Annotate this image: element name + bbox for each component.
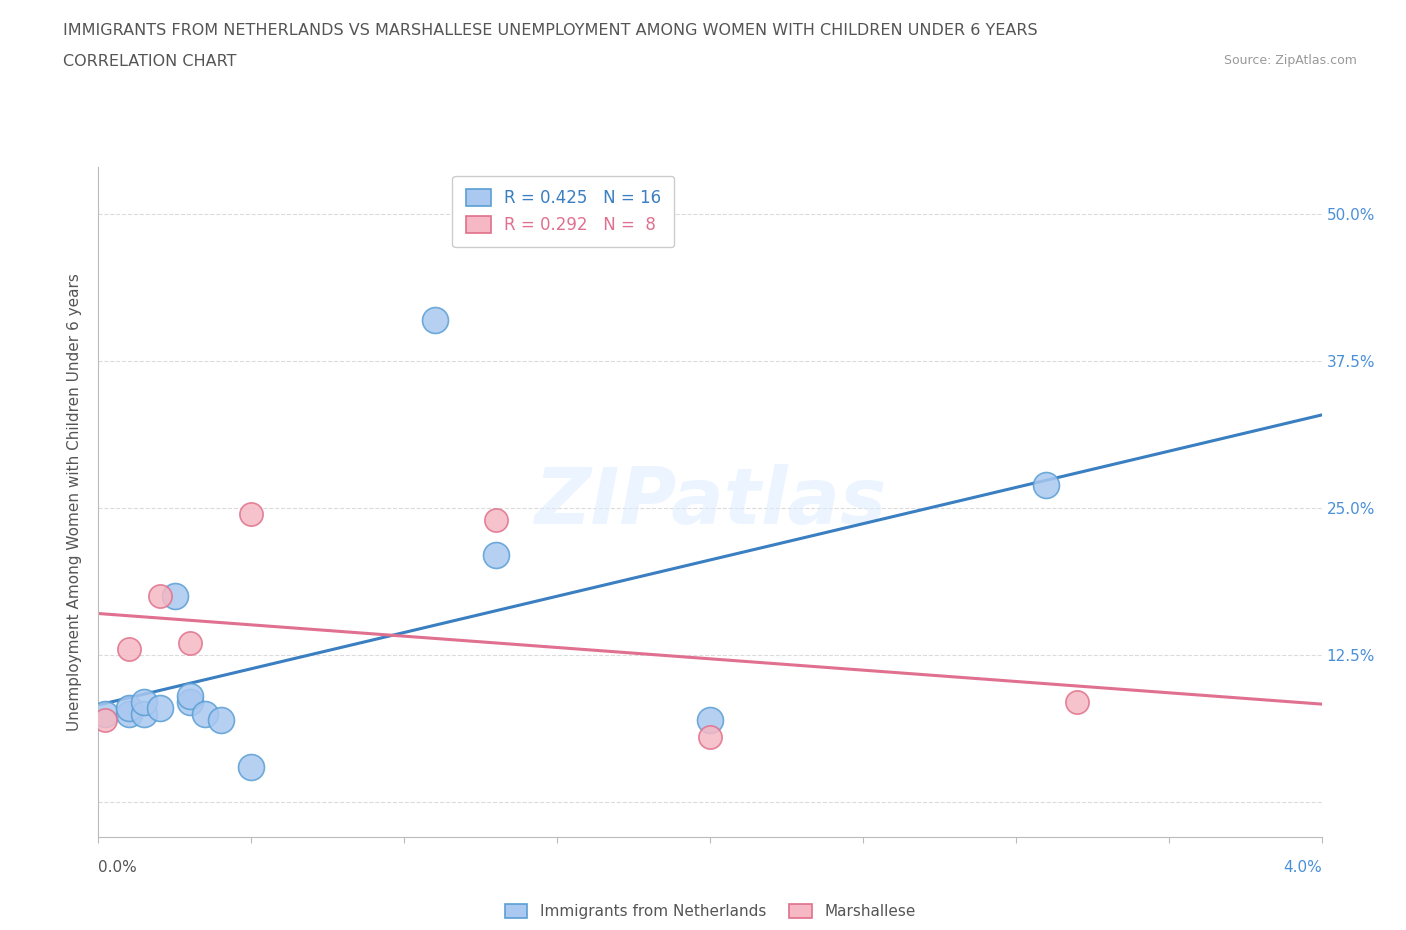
Point: [118, 706, 141, 721]
Point: [194, 706, 217, 721]
Point: [1035, 477, 1057, 492]
Point: [134, 706, 156, 721]
Point: [423, 312, 446, 327]
Point: [93, 712, 115, 727]
Point: [118, 700, 141, 715]
Point: [240, 507, 263, 522]
Point: [179, 695, 201, 710]
Point: [149, 589, 172, 604]
Point: [149, 700, 172, 715]
Point: [1066, 695, 1088, 710]
Point: [179, 636, 201, 651]
Text: 0.0%: 0.0%: [98, 860, 138, 875]
Point: [209, 712, 232, 727]
Point: [699, 712, 721, 727]
Point: [163, 589, 186, 604]
Text: IMMIGRANTS FROM NETHERLANDS VS MARSHALLESE UNEMPLOYMENT AMONG WOMEN WITH CHILDRE: IMMIGRANTS FROM NETHERLANDS VS MARSHALLE…: [63, 23, 1038, 38]
Text: 4.0%: 4.0%: [1282, 860, 1322, 875]
Point: [485, 548, 508, 563]
Point: [699, 730, 721, 745]
Point: [134, 695, 156, 710]
Text: ZIPatlas: ZIPatlas: [534, 464, 886, 540]
Point: [240, 759, 263, 774]
Point: [485, 512, 508, 527]
Text: Source: ZipAtlas.com: Source: ZipAtlas.com: [1223, 54, 1357, 67]
Text: CORRELATION CHART: CORRELATION CHART: [63, 54, 236, 69]
Point: [93, 706, 115, 721]
Point: [118, 642, 141, 657]
Point: [179, 688, 201, 703]
Y-axis label: Unemployment Among Women with Children Under 6 years: Unemployment Among Women with Children U…: [67, 273, 83, 731]
Legend: R = 0.425   N = 16, R = 0.292   N =  8: R = 0.425 N = 16, R = 0.292 N = 8: [453, 176, 675, 247]
